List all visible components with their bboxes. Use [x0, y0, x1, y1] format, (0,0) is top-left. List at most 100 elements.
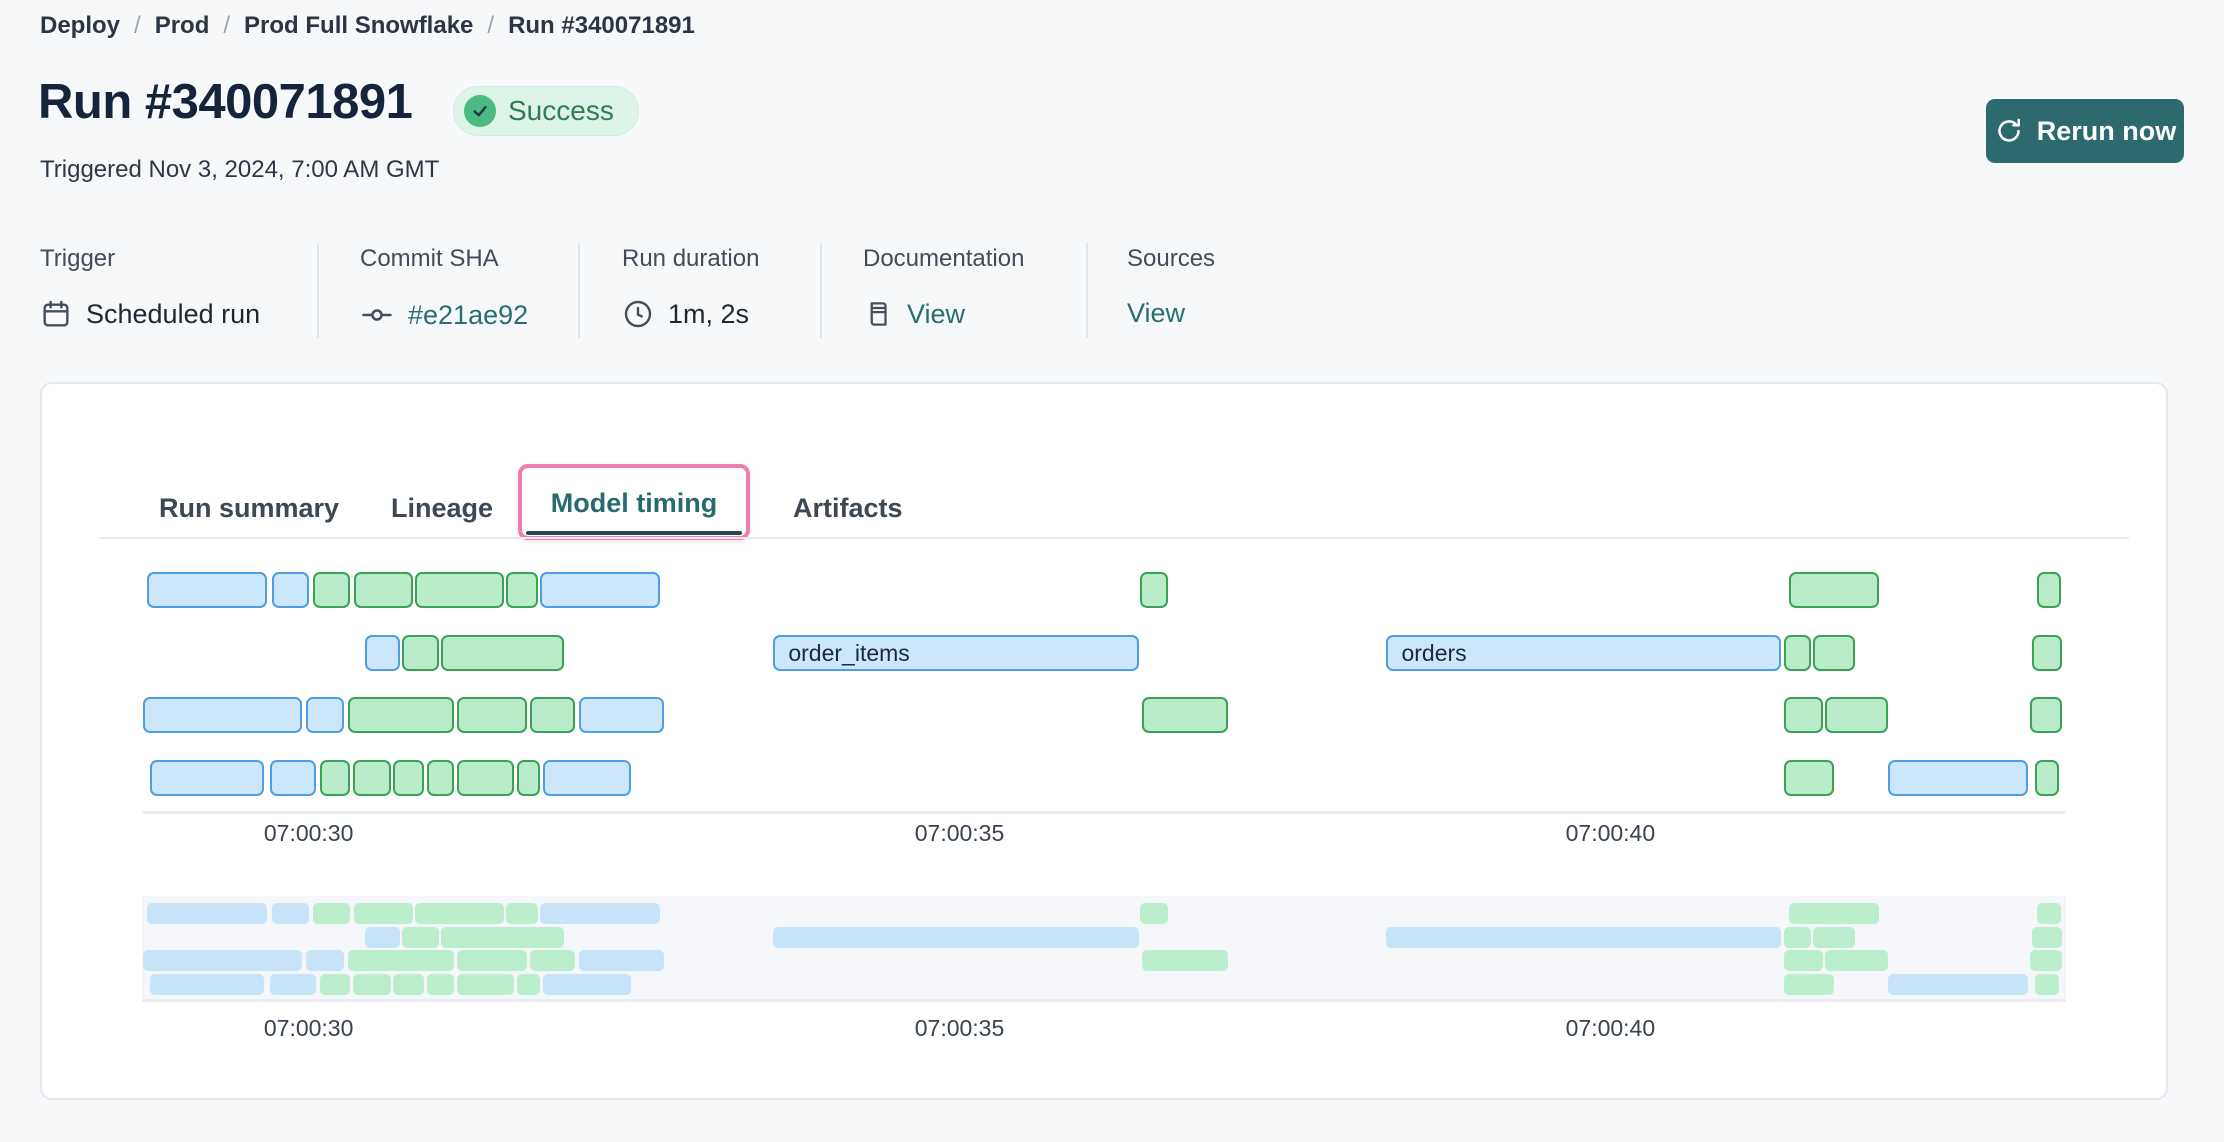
commit-icon — [360, 298, 394, 332]
minimap-bar — [457, 950, 528, 971]
model-timing-bar[interactable] — [312, 572, 351, 608]
model-timing-bar[interactable] — [2032, 634, 2063, 671]
model-timing-bar[interactable] — [272, 572, 309, 608]
minimap-bar — [320, 973, 351, 995]
model-timing-bar[interactable] — [1825, 697, 1888, 733]
model-timing-bar[interactable] — [364, 634, 400, 671]
minimap-bar — [579, 950, 664, 971]
clock-icon — [622, 298, 654, 330]
minimap-bar — [354, 903, 413, 924]
tab-artifacts[interactable]: Artifacts — [793, 493, 903, 523]
model-timing-bar[interactable] — [579, 697, 664, 733]
model-timing-bar[interactable] — [529, 697, 576, 733]
model-timing-minimap[interactable]: 07:00:30 07:00:35 07:00:40 — [142, 896, 2066, 1056]
axis-line-minimap — [142, 999, 2066, 1002]
model-timing-bar[interactable] — [147, 572, 267, 608]
model-timing-bar[interactable] — [457, 697, 528, 733]
tab-model-timing[interactable]: Model timing — [518, 464, 750, 540]
model-timing-bar[interactable] — [143, 697, 303, 733]
meta-value-documentation[interactable]: View — [907, 298, 966, 329]
minimap-bar — [352, 973, 391, 995]
model-bar-order-items[interactable]: order_items — [773, 634, 1140, 671]
meta-divider — [820, 243, 822, 338]
model-timing-bar[interactable] — [2037, 572, 2061, 608]
breadcrumb-item-prod-full-snowflake[interactable]: Prod Full Snowflake — [244, 12, 474, 39]
model-timing-bar[interactable] — [347, 697, 455, 733]
minimap-bar — [516, 973, 541, 995]
model-timing-bar[interactable] — [306, 697, 344, 733]
meta-divider — [317, 243, 319, 338]
meta-column-sources: Sources View — [1127, 245, 1215, 329]
meta-label: Sources — [1127, 245, 1216, 272]
meta-value-trigger: Scheduled run — [86, 298, 261, 329]
model-timing-bar[interactable] — [1887, 759, 2029, 796]
calendar-icon — [40, 298, 72, 330]
model-timing-bar[interactable] — [1788, 572, 1879, 608]
rerun-now-button[interactable]: Rerun now — [1986, 99, 2184, 163]
minimap-bar — [415, 903, 504, 924]
breadcrumb-separator: / — [487, 12, 495, 39]
status-badge-label: Success — [508, 95, 614, 126]
minimap-bar — [441, 926, 564, 948]
breadcrumb: Deploy / Prod / Prod Full Snowflake / Run #340… — [40, 12, 695, 40]
meta-value: 1m, 2s — [622, 298, 759, 330]
model-bar-orders[interactable]: orders — [1386, 634, 1781, 671]
meta-divider — [578, 243, 580, 338]
model-timing-bar[interactable] — [1813, 634, 1856, 671]
axis-tick-label: 07:00:40 — [1565, 820, 1656, 846]
model-timing-bar[interactable] — [506, 572, 538, 608]
model-timing-bar[interactable] — [2029, 697, 2063, 733]
check-icon — [464, 95, 496, 127]
meta-value-commit-sha[interactable]: #e21ae92 — [408, 299, 529, 330]
breadcrumb-separator: / — [134, 12, 141, 39]
minimap-bar — [2034, 973, 2060, 995]
breadcrumb-item-prod[interactable]: Prod — [154, 12, 210, 39]
meta-column-commit-sha: Commit SHA #e21ae92 — [360, 245, 528, 332]
model-timing-bar[interactable] — [1783, 759, 1835, 796]
model-timing-bar[interactable] — [441, 634, 564, 671]
model-timing-bar[interactable] — [1783, 634, 1811, 671]
model-timing-bar[interactable] — [320, 759, 351, 796]
minimap-bar — [364, 926, 400, 948]
model-timing-bar[interactable] — [1783, 697, 1823, 733]
tab-bar-underline — [99, 537, 2129, 539]
model-timing-bar[interactable] — [2034, 759, 2060, 796]
model-timing-bar[interactable] — [457, 759, 515, 796]
model-timing-bar[interactable] — [352, 759, 391, 796]
run-detail-panel: Run summary Lineage Model timing Artifacts … — [40, 382, 2168, 1100]
model-timing-bar[interactable] — [427, 759, 455, 796]
minimap-bar — [529, 950, 576, 971]
minimap-bar — [1825, 950, 1888, 971]
minimap-bar — [1788, 903, 1879, 924]
tab-lineage[interactable]: Lineage — [391, 493, 494, 523]
meta-value-sources[interactable]: View — [1127, 298, 1186, 328]
model-timing-bar[interactable] — [415, 572, 504, 608]
model-timing-bar[interactable] — [149, 759, 265, 796]
minimap-bar — [1813, 926, 1856, 948]
model-timing-bar[interactable] — [1140, 572, 1168, 608]
meta-value: View — [1127, 298, 1215, 329]
model-bar-orders — [1386, 926, 1781, 948]
model-timing-bar[interactable] — [516, 759, 541, 796]
minimap-bar — [1141, 950, 1228, 971]
minimap-bar — [312, 903, 351, 924]
model-timing-bar[interactable] — [1141, 697, 1228, 733]
model-timing-bar[interactable] — [542, 759, 632, 796]
model-timing-bar[interactable] — [269, 759, 317, 796]
model-timing-bar[interactable] — [540, 572, 661, 608]
minimap-bar — [402, 926, 439, 948]
model-timing-bar[interactable] — [393, 759, 425, 796]
breadcrumb-item-deploy[interactable]: Deploy — [40, 12, 121, 39]
minimap-bar — [427, 973, 455, 995]
refresh-icon — [1994, 116, 2024, 146]
breadcrumb-item-run-340071891[interactable]: Run #340071891 — [508, 12, 695, 39]
model-timing-bar[interactable] — [354, 572, 413, 608]
minimap-bar — [143, 950, 303, 971]
meta-label: Run duration — [622, 245, 760, 272]
meta-value-run-duration: 1m, 2s — [668, 298, 750, 329]
tab-run-summary[interactable]: Run summary — [159, 493, 340, 523]
model-timing-bar[interactable] — [402, 634, 439, 671]
axis-tick-label: 07:00:30 — [263, 820, 354, 846]
meta-value: View — [863, 298, 1024, 330]
model-bar-order-items — [773, 926, 1140, 948]
